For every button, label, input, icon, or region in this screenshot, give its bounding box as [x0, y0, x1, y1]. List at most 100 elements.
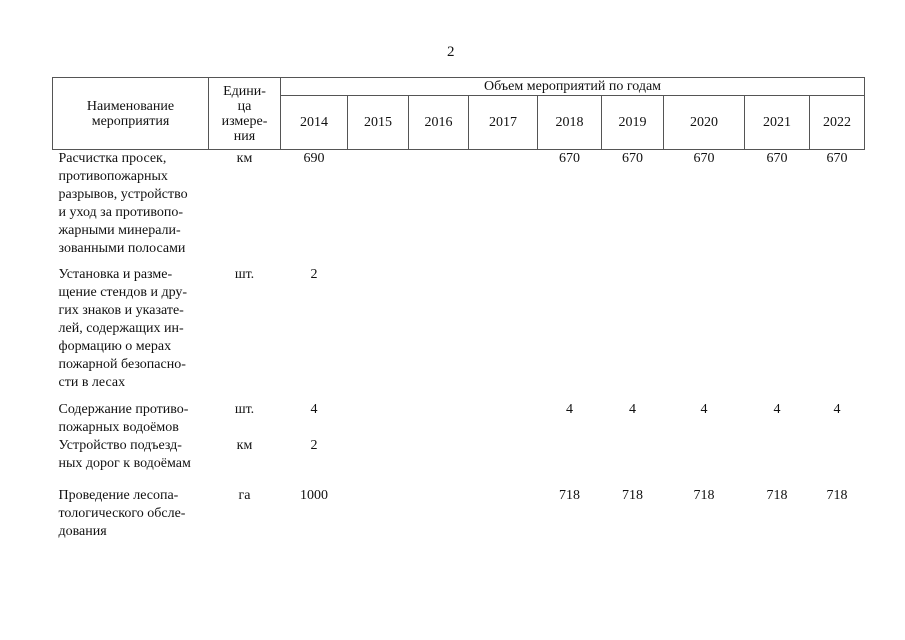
- measure-name-line: лей, содержащих ин-: [58, 321, 184, 336]
- year-value: [810, 437, 865, 473]
- header-name-line: Наименование: [86, 98, 175, 114]
- year-value: [810, 266, 865, 392]
- year-value: 670: [559, 151, 580, 166]
- measure-name-line: пожарных водоёмов: [58, 420, 179, 435]
- year-value: 4: [700, 402, 708, 417]
- measure-name: Установка и разме-щение стендов и дру-ги…: [53, 266, 209, 392]
- row-spacer-cell: [53, 258, 865, 266]
- year-value: [538, 437, 602, 473]
- table-row: Установка и разме-щение стендов и дру-ги…: [53, 266, 865, 392]
- year-value: 2: [310, 438, 318, 453]
- year-value: 670: [826, 151, 848, 166]
- year-value: [469, 437, 538, 473]
- measure-name-line: Содержание противо-: [58, 402, 189, 417]
- table-body: Расчистка просек, противопожарных разрывов…: [53, 150, 865, 542]
- year-value: 690: [303, 151, 325, 166]
- measure-name-line: Установка и разме-: [58, 267, 173, 282]
- year-value: 4: [629, 402, 636, 417]
- year-value: [745, 266, 810, 392]
- year-value: [409, 266, 469, 392]
- year-value: [664, 437, 745, 473]
- year-value: 718: [559, 488, 580, 503]
- year-value: [348, 487, 409, 541]
- year-value: [469, 266, 538, 392]
- measure-name-line: и уход за противопо-: [58, 205, 184, 220]
- row-spacer-cell: [53, 473, 865, 487]
- header-name: Наименование мероприятия: [52, 77, 209, 150]
- year-value: [348, 401, 409, 437]
- header-year: 2019: [601, 95, 664, 150]
- measure-name: Расчистка просек, противопожарных разрывов…: [53, 150, 209, 259]
- measure-unit: км: [236, 438, 253, 453]
- year-value: 4: [833, 402, 841, 417]
- header-name-line: мероприятия: [91, 113, 170, 129]
- header-unit-line: ца: [237, 98, 252, 114]
- header-year: 2016: [408, 95, 469, 150]
- header-unit-line: ния: [233, 128, 256, 144]
- year-value: [469, 150, 538, 259]
- header-year: 2022: [808, 95, 866, 150]
- year-value: 670: [622, 151, 643, 166]
- table-row: Устройство подъезд-ных дорог к водоёмам к…: [53, 437, 865, 473]
- measure-name-line: Проведение лесопа-: [58, 488, 179, 503]
- measure-name-line: зованными полосами: [58, 241, 186, 256]
- measure-unit: км: [236, 151, 253, 166]
- measure-name-line: противопожарных: [58, 169, 168, 184]
- year-value: 718: [622, 488, 643, 503]
- year-value: 670: [766, 151, 788, 166]
- year-value: 670: [693, 151, 715, 166]
- page-number: 2: [447, 44, 455, 60]
- year-value: [409, 487, 469, 541]
- measure-name-line: гих знаков и указате-: [58, 303, 184, 318]
- year-value: [745, 437, 810, 473]
- measure-name-line: разрывов, устройство: [58, 187, 188, 202]
- header-volume-group: Объем мероприятий по годам: [279, 77, 866, 96]
- measure-name-line: пожарной безопасно-: [58, 357, 186, 372]
- year-value: [348, 150, 409, 259]
- measure-name-line: дования: [58, 524, 107, 539]
- measure-unit: га: [238, 488, 251, 503]
- year-value: [469, 401, 538, 437]
- year-value: [469, 487, 538, 541]
- year-value: [602, 437, 664, 473]
- measure-name-line: жарными минерали-: [58, 223, 181, 238]
- year-value: [348, 266, 409, 392]
- year-value: [348, 437, 409, 473]
- measures-table: Наименование мероприятия Едини- ца измер…: [52, 77, 866, 542]
- measure-name: Проведение лесопа-тологического обсле-до…: [53, 487, 209, 541]
- year-value: [409, 437, 469, 473]
- year-value: [409, 401, 469, 437]
- header-unit-line: измере-: [221, 113, 268, 129]
- year-value: [409, 150, 469, 259]
- header-year: 2017: [468, 95, 538, 150]
- table-row: Содержание противо-пожарных водоёмов шт. 4…: [53, 401, 865, 437]
- year-value: 4: [773, 402, 781, 417]
- header-year: 2018: [537, 95, 602, 150]
- table-row: Расчистка просек, противопожарных разрывов…: [53, 150, 865, 259]
- year-value: [538, 266, 602, 392]
- measure-name: Содержание противо-пожарных водоёмов: [53, 401, 209, 437]
- year-value: 1000: [300, 488, 328, 503]
- year-value: 2: [310, 267, 318, 282]
- measure-unit: шт.: [234, 267, 255, 282]
- year-value: 718: [693, 488, 715, 503]
- header-unit-line: Едини-: [223, 83, 266, 99]
- row-spacer: [53, 392, 865, 401]
- row-spacer-cell: [53, 392, 865, 401]
- measure-name-line: Устройство подъезд-: [58, 438, 182, 453]
- year-value: 4: [310, 402, 318, 417]
- year-value: 4: [566, 402, 573, 417]
- measure-name-line: щение стендов и дру-: [58, 285, 188, 300]
- header-year: 2014: [280, 95, 348, 150]
- measure-name-line: тологического обсле-: [58, 506, 186, 521]
- measure-name-line: формацию о мерах: [58, 339, 172, 354]
- year-value: [602, 266, 664, 392]
- year-value: 718: [826, 488, 848, 503]
- measure-name: Устройство подъезд-ных дорог к водоёмам: [53, 437, 209, 473]
- year-value: 718: [766, 488, 788, 503]
- row-spacer: [53, 473, 865, 487]
- header-year: 2021: [744, 95, 810, 150]
- header-year: 2015: [347, 95, 409, 150]
- table-row: Проведение лесопа-тологического обсле-до…: [53, 487, 865, 541]
- header-year: 2020: [663, 95, 745, 150]
